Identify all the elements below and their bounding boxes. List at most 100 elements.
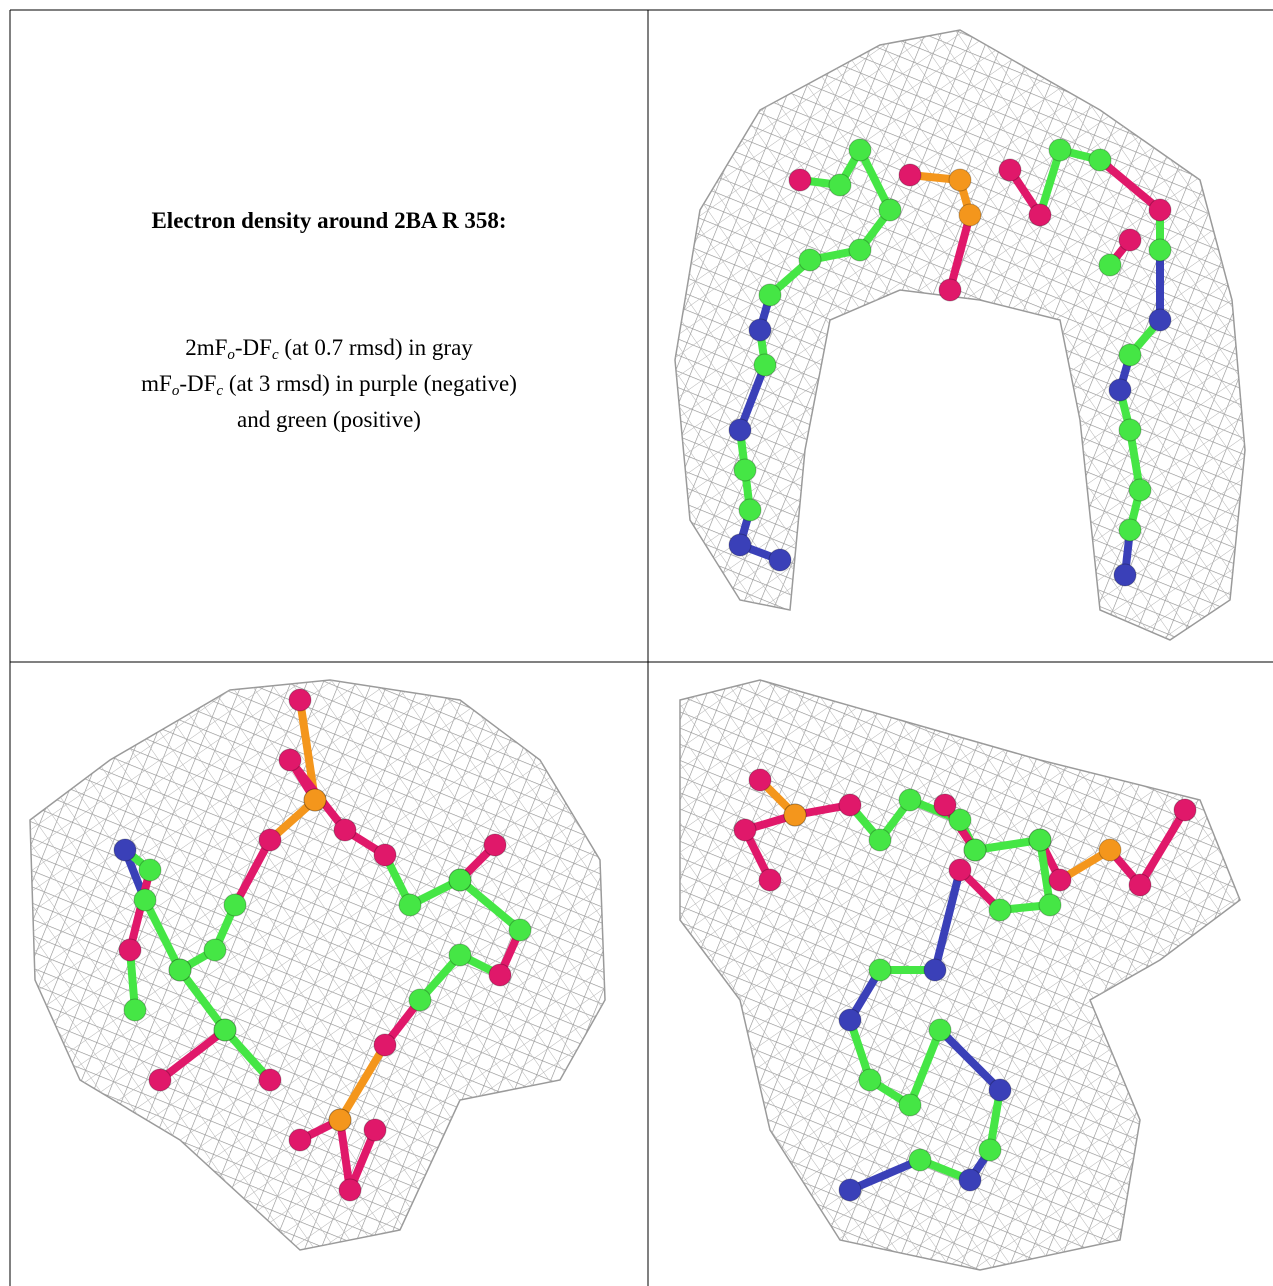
atom: [338, 1178, 362, 1202]
density-mesh: [680, 680, 1240, 1270]
atom: [408, 988, 432, 1012]
atom: [1028, 828, 1052, 852]
atom: [508, 918, 532, 942]
atom: [258, 828, 282, 852]
caption-text: 2mF: [185, 335, 228, 360]
atom: [898, 1093, 922, 1117]
atom: [258, 1068, 282, 1092]
bond: [736, 361, 769, 434]
table-borders: [9, 9, 1273, 1286]
atom: [363, 1118, 387, 1142]
atom: [933, 793, 957, 817]
atom: [1088, 148, 1112, 172]
atom: [1118, 518, 1142, 542]
atom: [748, 318, 772, 342]
atom: [203, 938, 227, 962]
atom: [898, 788, 922, 812]
atom: [168, 958, 192, 982]
caption-text: -DF: [179, 371, 217, 396]
caption-line: and green (positive): [10, 402, 648, 438]
atom: [958, 1168, 982, 1192]
bond: [456, 876, 524, 934]
caption-text: -DF: [234, 335, 272, 360]
atom: [1048, 868, 1072, 892]
atom: [848, 138, 872, 162]
atom: [728, 418, 752, 442]
atom: [733, 458, 757, 482]
atom: [398, 893, 422, 917]
atom: [1098, 838, 1122, 862]
atom: [928, 1018, 952, 1042]
atom: [373, 1033, 397, 1057]
subscript: c: [216, 383, 224, 399]
atom: [448, 868, 472, 892]
atom: [1038, 893, 1062, 917]
bond: [156, 1026, 229, 1084]
atom: [788, 168, 812, 192]
atom: [848, 238, 872, 262]
atom: [948, 808, 972, 832]
atom: [783, 803, 807, 827]
atom: [148, 1068, 172, 1092]
atom: [1108, 378, 1132, 402]
bond: [906, 1026, 944, 1109]
subscript: o: [171, 383, 180, 399]
bond: [336, 1116, 354, 1194]
atom: [828, 173, 852, 197]
bond: [856, 146, 894, 214]
bond: [1136, 806, 1189, 889]
atom: [758, 868, 782, 892]
atom: [278, 748, 302, 772]
atom: [303, 788, 327, 812]
bond: [231, 836, 274, 909]
atom: [1118, 228, 1142, 252]
molecule-art: [29, 29, 1246, 1271]
subscript: o: [227, 347, 235, 363]
atom: [1113, 563, 1137, 587]
atom: [838, 1178, 862, 1202]
atom: [1173, 798, 1197, 822]
atom: [858, 1068, 882, 1092]
subscript: c: [271, 347, 279, 363]
atom: [908, 1148, 932, 1172]
caption-line: 2mFo-DFc (at 0.7 rmsd) in gray: [10, 330, 648, 366]
atom: [1148, 238, 1172, 262]
atom: [333, 818, 357, 842]
caption-text: and green (positive): [237, 407, 421, 432]
caption-text: mF: [141, 371, 172, 396]
atom: [838, 793, 862, 817]
caption-line: mFo-DFc (at 3 rmsd) in purple (negative): [10, 366, 648, 402]
bond: [336, 1041, 389, 1124]
atom: [1148, 198, 1172, 222]
bond: [141, 896, 184, 974]
atom: [1148, 308, 1172, 332]
atom: [758, 283, 782, 307]
atom: [288, 1128, 312, 1152]
atom: [133, 888, 157, 912]
atom: [213, 1018, 237, 1042]
atom: [288, 688, 312, 712]
atom: [1118, 418, 1142, 442]
atom: [1028, 203, 1052, 227]
atom: [448, 943, 472, 967]
caption-title: Electron density around 2BA R 358:: [151, 208, 507, 233]
atom: [373, 843, 397, 867]
bond: [221, 1026, 274, 1084]
atom: [938, 278, 962, 302]
bond: [846, 1156, 924, 1194]
atom: [748, 768, 772, 792]
atom: [733, 818, 757, 842]
caption-text: (at 3 rmsd) in purple (negative): [223, 371, 517, 396]
bond: [946, 211, 974, 294]
atom: [988, 898, 1012, 922]
atom: [118, 938, 142, 962]
atom: [123, 998, 147, 1022]
atom: [753, 353, 777, 377]
caption-lines: 2mFo-DFc (at 0.7 rmsd) in gray mFo-DFc (a…: [10, 330, 648, 438]
atom: [868, 958, 892, 982]
atom: [488, 963, 512, 987]
atom: [328, 1108, 352, 1132]
atom: [988, 1078, 1012, 1102]
atom: [878, 198, 902, 222]
